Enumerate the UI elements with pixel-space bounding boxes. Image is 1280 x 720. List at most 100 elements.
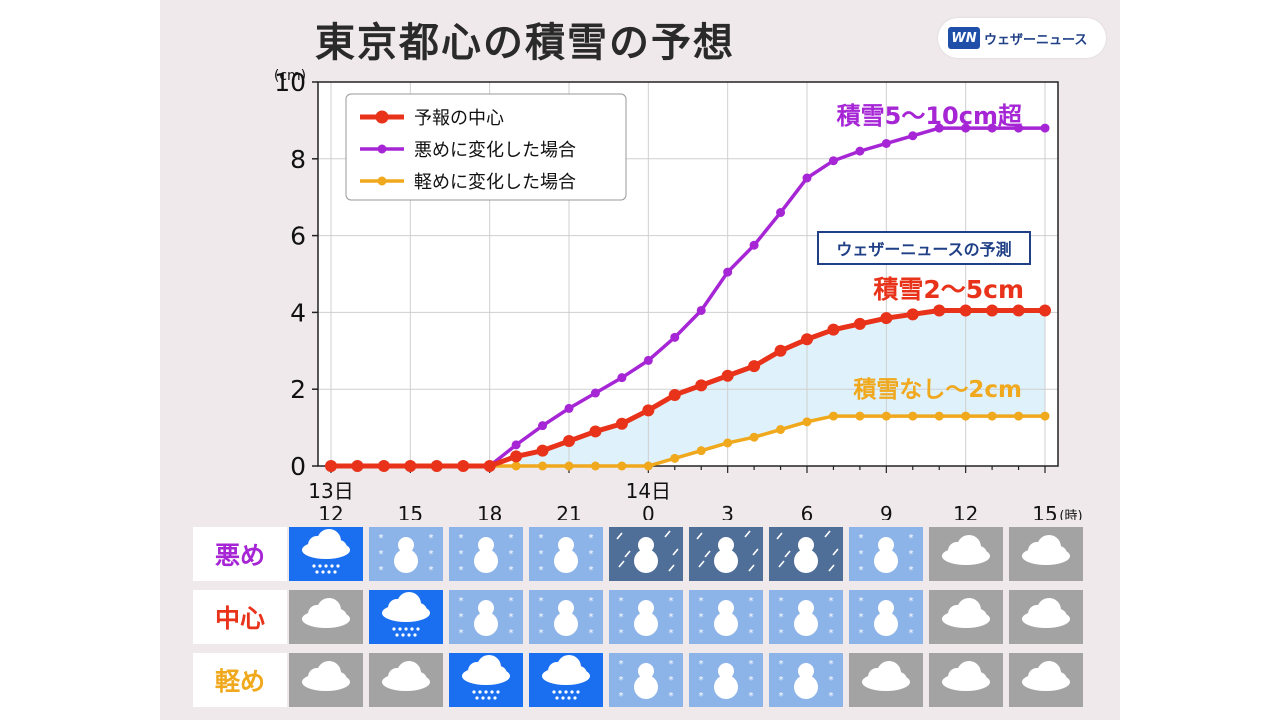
data-point	[776, 425, 786, 435]
svg-text:*: *	[829, 628, 834, 639]
data-point	[511, 440, 521, 450]
svg-text:*: *	[509, 596, 514, 607]
snowflake-marks: * * * * * *	[459, 533, 514, 576]
snow-icon: * * * * * *	[689, 653, 763, 707]
data-point	[776, 208, 786, 218]
svg-text:*: *	[429, 565, 434, 576]
data-point	[643, 355, 653, 365]
data-point	[986, 304, 999, 317]
cloud-shape	[462, 655, 510, 685]
data-point	[880, 312, 893, 325]
data-point	[828, 156, 838, 166]
svg-text:*: *	[379, 549, 384, 560]
svg-text:*: *	[539, 533, 544, 544]
svg-text:*: *	[539, 596, 544, 607]
svg-text:*: *	[669, 675, 674, 686]
snowflake-marks: * * * * * *	[539, 596, 594, 639]
y-tick-label: 6	[290, 222, 306, 251]
svg-text:*: *	[749, 675, 754, 686]
data-point	[749, 240, 759, 250]
svg-text:*: *	[859, 549, 864, 560]
snowman-shape	[874, 537, 898, 573]
snow-icon: * * * * * *	[529, 590, 603, 644]
svg-text:*: *	[379, 533, 384, 544]
snowman-shape	[714, 663, 738, 699]
cloudy-icon	[289, 590, 363, 644]
logo-text: ウェザーニュース	[984, 32, 1088, 48]
y-tick-label: 8	[290, 145, 306, 174]
svg-text:*: *	[859, 565, 864, 576]
svg-text:*: *	[459, 596, 464, 607]
data-point	[670, 332, 680, 342]
svg-text:*: *	[589, 533, 594, 544]
svg-text:*: *	[699, 659, 704, 670]
data-point	[774, 344, 787, 357]
cloud-shape	[1022, 535, 1070, 565]
x-tick-label: 12	[953, 502, 978, 520]
data-point	[670, 453, 680, 463]
snow-icon: * * * * * *	[449, 527, 523, 581]
heavy-snow-streaks	[696, 530, 759, 572]
rain-drops	[312, 564, 340, 574]
heavy-snow-streaks	[776, 530, 839, 572]
data-point	[961, 411, 971, 421]
svg-text:*: *	[829, 612, 834, 623]
rain-drops	[392, 627, 420, 637]
x-tick-label: 15	[398, 502, 423, 520]
data-point	[908, 131, 918, 141]
svg-text:*: *	[619, 675, 624, 686]
logo-mark: WN	[948, 27, 980, 49]
svg-text:*: *	[909, 596, 914, 607]
snow-icon: * * * * * *	[849, 590, 923, 644]
svg-text:*: *	[909, 565, 914, 576]
snow-icon: * * * * * *	[769, 590, 843, 644]
cloud-shape	[382, 661, 430, 691]
svg-text:*: *	[829, 691, 834, 702]
legend-label: 予報の中心	[414, 108, 504, 129]
rain-heavy-icon	[289, 527, 363, 581]
data-point	[1012, 304, 1025, 317]
svg-text:*: *	[829, 596, 834, 607]
svg-text:*: *	[619, 612, 624, 623]
x-tick-label: 12	[318, 502, 343, 520]
snowman-shape	[874, 600, 898, 636]
svg-text:*: *	[749, 691, 754, 702]
svg-text:*: *	[859, 612, 864, 623]
svg-text:*: *	[669, 659, 674, 670]
snowflake-marks: * * * * * *	[859, 533, 914, 576]
svg-text:*: *	[539, 565, 544, 576]
data-point	[723, 267, 733, 277]
snowflake-marks: * * * * * *	[699, 659, 754, 702]
cloud-shape	[942, 598, 990, 628]
y-unit-label: (cm)	[274, 68, 306, 84]
svg-text:*: *	[829, 659, 834, 670]
svg-text:*: *	[589, 596, 594, 607]
data-point	[853, 317, 866, 330]
svg-text:*: *	[669, 691, 674, 702]
svg-text:*: *	[459, 612, 464, 623]
snowman-shape	[554, 537, 578, 573]
weathernews-logo: WN ウェザーニュース	[938, 18, 1106, 58]
data-point	[457, 460, 470, 472]
data-point	[696, 446, 706, 456]
data-point	[1039, 304, 1051, 317]
snow-icon: * * * * * *	[609, 590, 683, 644]
x-day-label: 13日	[308, 479, 353, 503]
data-point	[802, 173, 812, 183]
snowflake-marks: * * * * * *	[539, 533, 594, 576]
svg-text:*: *	[779, 612, 784, 623]
cloudy-icon	[369, 653, 443, 707]
y-tick-label: 10	[274, 68, 306, 97]
data-point	[934, 411, 944, 421]
snowman-shape	[634, 537, 658, 573]
data-point	[906, 308, 919, 321]
cloud-shape	[942, 661, 990, 691]
snow-icon: * * * * * *	[449, 590, 523, 644]
svg-text:*: *	[509, 612, 514, 623]
cloud-shape	[542, 655, 590, 685]
svg-text:*: *	[909, 533, 914, 544]
data-point	[695, 379, 708, 392]
legend-marker	[377, 176, 387, 186]
data-point	[987, 411, 997, 421]
